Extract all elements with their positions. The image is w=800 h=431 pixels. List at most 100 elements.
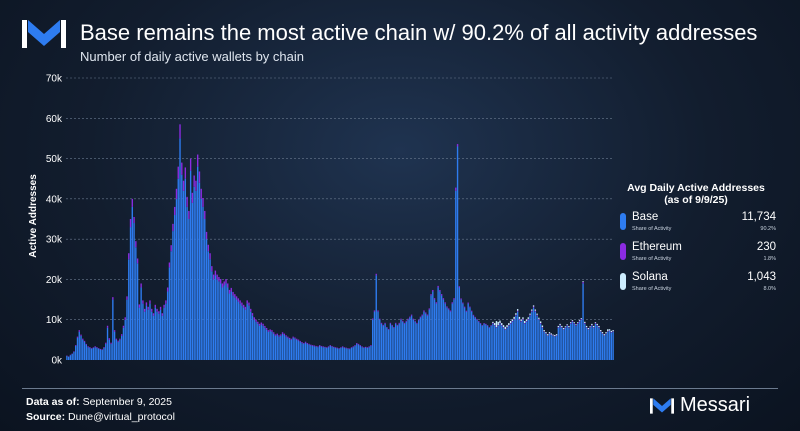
bar-base	[71, 353, 73, 360]
bar-base	[324, 347, 326, 360]
bar-base	[589, 327, 591, 360]
bar-base	[255, 321, 257, 360]
bar-base	[322, 347, 324, 360]
bar-solana	[539, 321, 542, 324]
bar-base	[129, 227, 132, 360]
y-tick-label: 70k	[46, 74, 63, 85]
bar-solana	[561, 325, 563, 328]
bar-ethereum	[276, 333, 278, 336]
bar-ethereum	[577, 323, 579, 324]
bar-ethereum	[467, 302, 469, 304]
bar-base	[110, 343, 112, 360]
bar-base	[577, 323, 579, 360]
bar-ethereum	[566, 325, 568, 326]
bar-base	[326, 347, 328, 360]
bar-ethereum	[253, 317, 255, 320]
bar-base	[120, 335, 123, 360]
bar-ethereum	[285, 335, 287, 337]
bar-base	[250, 311, 252, 360]
bar-ethereum	[76, 336, 79, 338]
bar-base	[343, 347, 346, 360]
bar-ethereum	[347, 348, 349, 349]
bar-ethereum	[156, 308, 158, 312]
bar-ethereum	[219, 279, 222, 284]
bar-ethereum	[481, 325, 483, 326]
y-axis-label: Active Addresses	[28, 174, 39, 258]
bar-ethereum	[345, 347, 347, 349]
bar-ethereum	[327, 346, 330, 348]
bar-base	[444, 303, 446, 360]
bar-ethereum	[515, 314, 517, 316]
bar-base	[329, 345, 331, 360]
bar-ethereum	[258, 323, 261, 326]
bar-base	[469, 307, 471, 360]
bar-ethereum	[373, 310, 376, 312]
y-tick-label: 60k	[46, 114, 63, 125]
bar-ethereum	[564, 327, 567, 328]
bar-solana	[524, 321, 526, 324]
bar-ethereum	[281, 332, 284, 334]
bar-ethereum	[264, 325, 266, 328]
bar-base	[299, 341, 301, 360]
bar-base	[336, 348, 339, 360]
bar-ethereum	[96, 347, 98, 348]
bar-base	[195, 190, 197, 360]
bar-base	[225, 283, 227, 360]
bar-ethereum	[128, 253, 130, 260]
bar-ethereum	[189, 158, 192, 171]
legend-swatch-ethereum	[620, 243, 626, 260]
bar-base	[294, 338, 296, 360]
bar-ethereum	[430, 294, 432, 296]
bar-ethereum	[476, 318, 478, 320]
y-tick-label: 40k	[46, 194, 63, 205]
bar-ethereum	[456, 144, 459, 147]
bar-ethereum	[504, 329, 506, 330]
bar-base	[271, 331, 273, 360]
y-tick-label: 0k	[51, 356, 63, 367]
bar-solana	[584, 321, 586, 324]
bar-solana	[543, 330, 545, 332]
bar-base	[87, 347, 89, 360]
bar-solana	[607, 329, 609, 332]
bar-ethereum	[250, 308, 252, 312]
bar-base	[90, 348, 93, 360]
bar-base	[416, 323, 418, 360]
bar-ethereum	[209, 253, 211, 260]
bar-ethereum	[303, 342, 305, 344]
bar-base	[310, 345, 312, 360]
bar-ethereum	[416, 322, 418, 324]
bar-solana	[531, 309, 533, 311]
bar-ethereum	[578, 320, 581, 322]
bar-solana	[557, 325, 560, 328]
bar-base	[269, 330, 271, 360]
bar-solana	[538, 317, 540, 319]
bar-base	[442, 299, 445, 360]
bar-ethereum	[186, 196, 188, 207]
bar-solana	[547, 334, 549, 336]
bar-base	[108, 339, 110, 360]
bar-base	[407, 319, 409, 360]
bar-ethereum	[154, 304, 156, 308]
bar-base	[174, 214, 176, 360]
bar-base	[73, 351, 75, 360]
bar-base	[414, 321, 416, 360]
bar-base	[366, 347, 369, 360]
bar-base	[193, 186, 195, 360]
bar-base	[151, 311, 153, 360]
bar-base	[600, 331, 602, 360]
bar-base	[202, 206, 204, 360]
bar-base	[534, 311, 537, 360]
bar-ethereum	[149, 300, 151, 304]
bar-base	[246, 303, 248, 360]
bar-base	[456, 146, 459, 360]
bar-ethereum	[290, 338, 293, 340]
bar-solana	[511, 319, 514, 321]
bar-base	[143, 311, 146, 360]
bar-base	[327, 347, 330, 360]
bar-ethereum	[409, 316, 411, 318]
bar-ethereum	[75, 345, 77, 346]
bar-ethereum	[561, 327, 563, 328]
bar-ethereum	[582, 282, 584, 284]
bar-ethereum	[106, 325, 109, 328]
bar-ethereum	[513, 318, 515, 320]
